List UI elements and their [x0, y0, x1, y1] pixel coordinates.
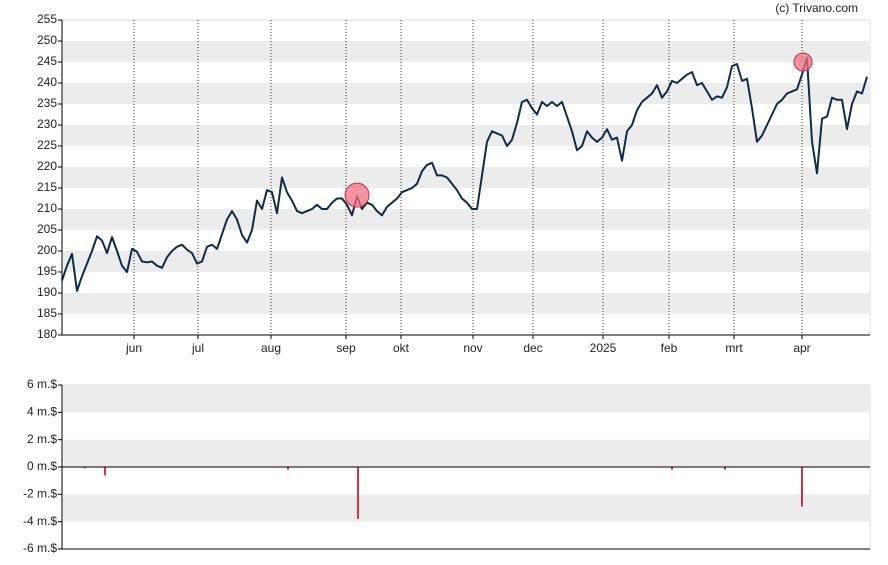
x-tick-label: 2025: [590, 341, 617, 355]
y-tick-label: 225: [37, 138, 57, 152]
y-tick-label: 190: [37, 285, 57, 299]
y-tick-label: 0 m.$: [27, 459, 57, 473]
y-tick-label: -6 m.$: [23, 541, 57, 555]
bar: [84, 467, 86, 469]
x-tick-label: okt: [393, 341, 410, 355]
y-tick-label: 200: [37, 243, 57, 257]
grid-band: [63, 209, 870, 230]
y-tick-label: 220: [37, 159, 57, 173]
x-tick-label: nov: [463, 341, 482, 355]
bar: [724, 467, 726, 470]
y-tick-label: 205: [37, 222, 57, 236]
x-tick-label: dec: [523, 341, 542, 355]
x-tick-label: sep: [336, 341, 356, 355]
x-tick-label: jul: [191, 341, 204, 355]
y-tick-label: 210: [37, 201, 57, 215]
y-tick-label: 215: [37, 180, 57, 194]
x-tick-label: jun: [125, 341, 142, 355]
y-tick-label: 250: [37, 33, 57, 47]
y-tick-label: -2 m.$: [23, 487, 57, 501]
x-tick-label: apr: [793, 341, 810, 355]
y-tick-label: 6 m.$: [27, 377, 57, 391]
grid-band: [63, 439, 870, 467]
y-tick-label: 2 m.$: [27, 432, 57, 446]
price-line: [61, 56, 868, 292]
grid-band: [63, 293, 870, 314]
bar: [671, 467, 673, 470]
signal-marker: [793, 52, 813, 72]
bar: [287, 467, 289, 470]
y-tick-label: 4 m.$: [27, 405, 57, 419]
x-tick-label: aug: [261, 341, 281, 355]
y-tick-label: 195: [37, 264, 57, 278]
bar: [357, 467, 359, 519]
grid-band: [63, 125, 870, 146]
bar: [104, 467, 106, 476]
y-tick-label: 255: [37, 12, 57, 26]
y-tick-label: 245: [37, 54, 57, 68]
bar: [801, 467, 803, 507]
x-tick-label: mrt: [725, 341, 743, 355]
grid-band: [63, 251, 870, 272]
grid-band: [63, 385, 870, 413]
grid-band: [63, 41, 870, 62]
y-tick-label: 240: [37, 75, 57, 89]
source-credit: (c) Trivano.com: [775, 1, 858, 15]
grid-band: [63, 494, 870, 522]
y-tick-label: -4 m.$: [23, 514, 57, 528]
x-tick-label: feb: [661, 341, 678, 355]
y-tick-label: 180: [37, 327, 57, 341]
y-tick-label: 230: [37, 117, 57, 131]
signal-marker: [344, 182, 370, 208]
y-tick-label: 185: [37, 306, 57, 320]
grid-band: [63, 167, 870, 188]
y-tick-label: 235: [37, 96, 57, 110]
